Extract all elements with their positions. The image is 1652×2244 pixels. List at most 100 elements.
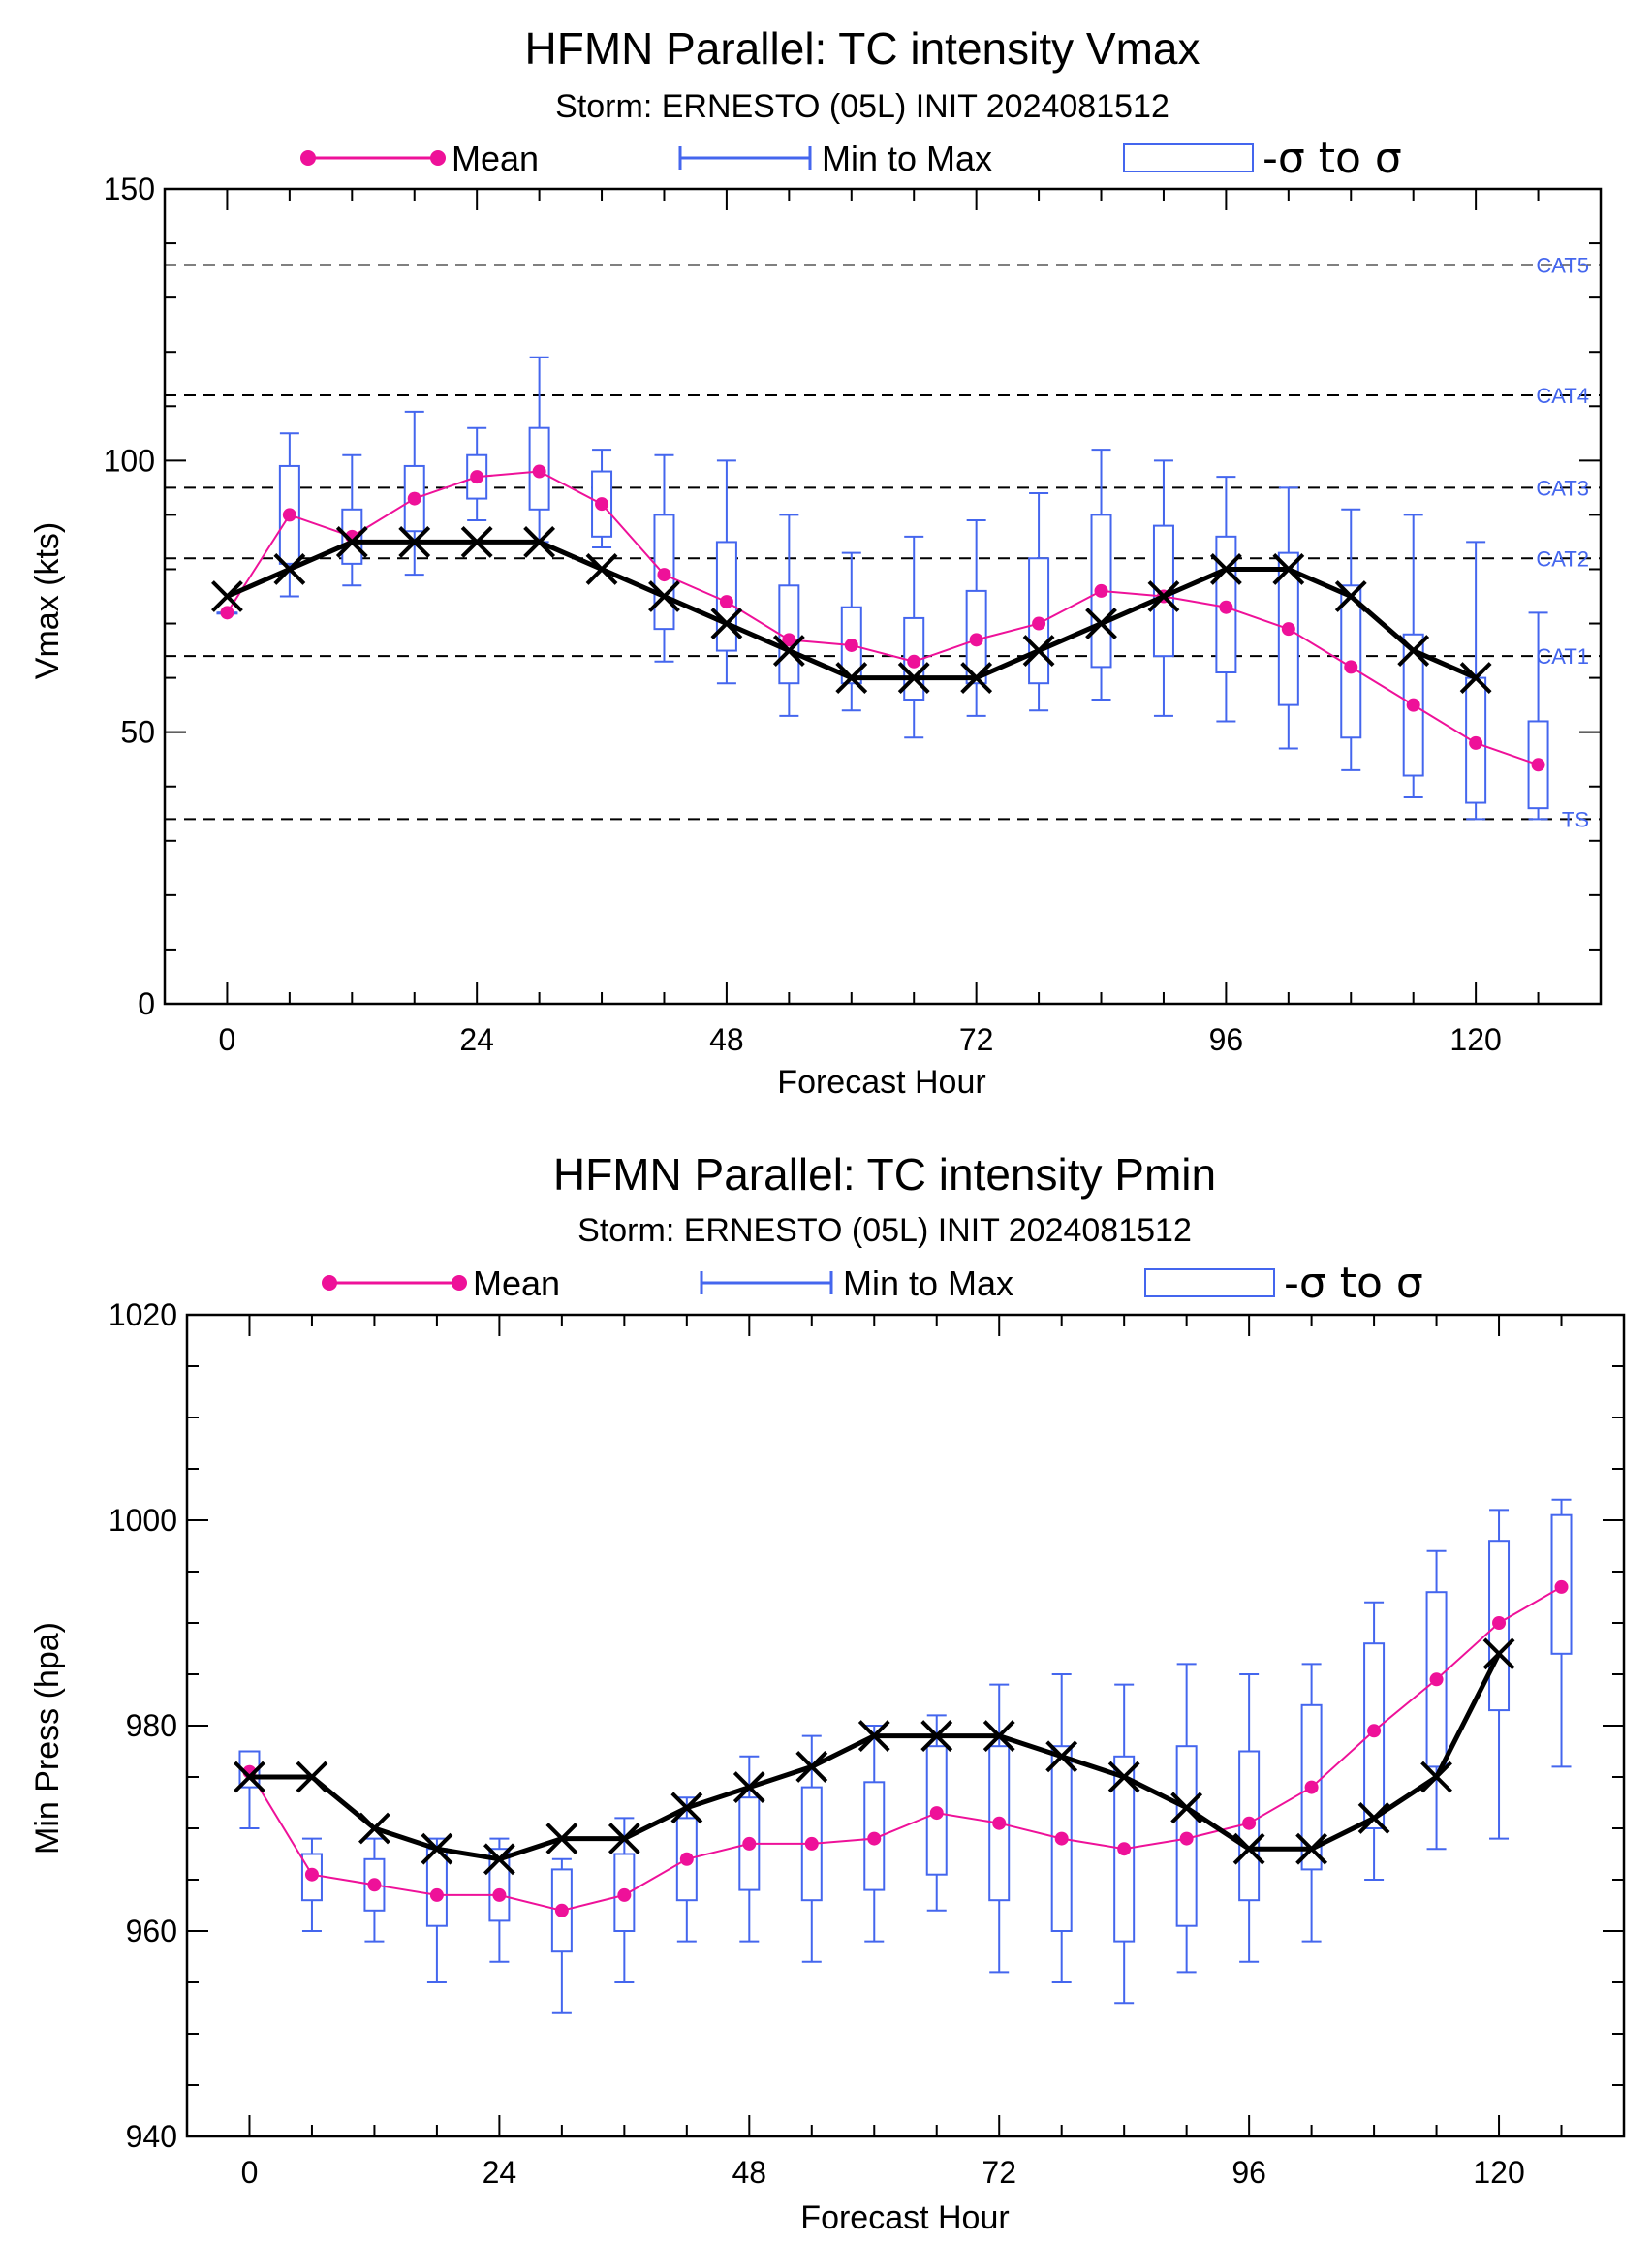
legend-mean-label: Mean bbox=[473, 1263, 560, 1303]
best-track-marker bbox=[585, 553, 618, 585]
mean-point bbox=[1054, 1831, 1069, 1846]
best-track-marker bbox=[1459, 662, 1492, 695]
mean-point bbox=[617, 1887, 632, 1902]
y-tick-label: 0 bbox=[138, 986, 155, 1021]
mean-point bbox=[1242, 1816, 1257, 1830]
legend-sigma-box bbox=[1144, 1268, 1275, 1297]
vmax-y-axis-label: Vmax (kts) bbox=[29, 522, 66, 679]
best-track-marker bbox=[273, 553, 306, 585]
x-tick-label: 120 bbox=[1473, 2155, 1524, 2190]
best-track-marker bbox=[835, 662, 868, 695]
mean-series-line bbox=[248, 1586, 1563, 1912]
best-track-marker bbox=[648, 580, 680, 612]
best-track-marker bbox=[1022, 635, 1055, 667]
y-tick-label: 940 bbox=[126, 2119, 177, 2154]
pmin-x-axis-label: Forecast Hour bbox=[800, 2199, 1009, 2236]
best-track-marker bbox=[523, 526, 556, 558]
legend-range-label: Min to Max bbox=[822, 139, 992, 178]
best-track-marker bbox=[710, 608, 743, 639]
best-track-marker bbox=[1232, 1832, 1265, 1865]
mean-point bbox=[1094, 583, 1108, 598]
pmin-chart-subtitle: Storm: ERNESTO (05L) INIT 2024081512 bbox=[577, 1212, 1192, 1249]
best-track-marker bbox=[335, 526, 368, 558]
mean-point bbox=[1367, 1724, 1382, 1738]
mean-point bbox=[804, 1836, 819, 1851]
legend-mean-marker-left bbox=[300, 150, 316, 166]
best-track-marker bbox=[421, 1832, 453, 1865]
best-track-marker bbox=[732, 1771, 765, 1804]
y-tick-label: 1000 bbox=[109, 1503, 177, 1538]
best-track-marker bbox=[1357, 1801, 1390, 1834]
best-track-marker bbox=[608, 1823, 640, 1855]
mean-point bbox=[532, 464, 546, 479]
best-track-marker bbox=[857, 1720, 890, 1753]
mean-point bbox=[929, 1806, 944, 1821]
x-tick-label: 24 bbox=[483, 2155, 517, 2190]
mean-point bbox=[554, 1903, 569, 1917]
best-track-marker bbox=[483, 1843, 515, 1876]
best-track-marker bbox=[1295, 1832, 1328, 1865]
x-tick-label: 24 bbox=[459, 1022, 494, 1057]
mean-point bbox=[1469, 735, 1483, 750]
mean-point bbox=[429, 1887, 444, 1902]
mean-point bbox=[1531, 758, 1545, 772]
best-track-marker bbox=[1397, 635, 1430, 667]
x-tick-label: 48 bbox=[709, 1022, 744, 1057]
mean-point bbox=[304, 1867, 319, 1882]
vmax-plot-area: 0 50 100 150 0 24 48 72 96 120 TS CAT1 CAT2 CAT3 CAT4 C… bbox=[104, 171, 1603, 1057]
best-track-marker bbox=[920, 1720, 953, 1753]
best-track-marker bbox=[772, 635, 805, 667]
vmax-panel: HFMN Parallel: TC intensity Vmax Storm: … bbox=[29, 23, 1603, 1101]
mean-point bbox=[969, 633, 983, 647]
best-track-marker bbox=[670, 1792, 703, 1824]
mean-point bbox=[1219, 600, 1233, 614]
x-tick-label: 120 bbox=[1449, 1022, 1501, 1057]
best-track-marker bbox=[1209, 553, 1242, 585]
mean-point bbox=[907, 654, 921, 669]
mean-point bbox=[282, 508, 296, 522]
x-tick-label: 96 bbox=[1231, 2155, 1266, 2190]
mean-point bbox=[782, 633, 796, 647]
mean-point bbox=[844, 638, 858, 652]
best-track-marker bbox=[1420, 1761, 1452, 1793]
pmin-legend: Mean Min to Max -σ to σ bbox=[322, 1259, 1423, 1308]
best-track-marker bbox=[1482, 1637, 1515, 1670]
x-tick-label: 72 bbox=[982, 2155, 1016, 2190]
mean-point bbox=[1554, 1579, 1569, 1594]
x-tick-label: 0 bbox=[241, 2155, 259, 2190]
mean-point bbox=[1406, 698, 1420, 712]
best-track-marker bbox=[1334, 580, 1367, 612]
mean-point bbox=[470, 470, 484, 484]
threshold-label-cat2: CAT2 bbox=[1536, 546, 1589, 571]
best-track-marker bbox=[358, 1812, 390, 1845]
legend-sigma-box bbox=[1123, 143, 1254, 172]
mean-point bbox=[367, 1878, 382, 1892]
y-tick-label: 100 bbox=[104, 443, 155, 478]
legend-sigma-label: -σ to σ bbox=[1262, 134, 1402, 183]
mean-point bbox=[407, 491, 421, 506]
mean-point bbox=[657, 568, 671, 582]
x-tick-label: 72 bbox=[959, 1022, 994, 1057]
y-tick-label: 980 bbox=[126, 1708, 177, 1743]
threshold-label-cat1: CAT1 bbox=[1536, 644, 1589, 669]
threshold-label-cat3: CAT3 bbox=[1536, 476, 1589, 500]
best-track-marker bbox=[982, 1720, 1015, 1753]
mean-point bbox=[1344, 660, 1358, 674]
legend-mean-marker-right bbox=[452, 1275, 467, 1291]
mean-point bbox=[719, 595, 733, 609]
y-tick-label: 50 bbox=[120, 715, 155, 750]
threshold-label-cat4: CAT4 bbox=[1536, 384, 1589, 408]
sigma-box bbox=[488, 1848, 511, 1922]
vmax-chart-subtitle: Storm: ERNESTO (05L) INIT 2024081512 bbox=[555, 88, 1169, 125]
y-tick-label: 150 bbox=[104, 171, 155, 206]
best-track-marker bbox=[897, 662, 930, 695]
best-track-marker bbox=[795, 1750, 828, 1783]
mean-series-line bbox=[226, 470, 1539, 766]
vmax-legend: Mean Min to Max -σ to σ bbox=[300, 134, 1402, 183]
legend-sigma-label: -σ to σ bbox=[1284, 1259, 1423, 1308]
best-track-marker bbox=[296, 1761, 328, 1793]
mean-point bbox=[595, 497, 609, 512]
best-track-marker bbox=[1085, 608, 1117, 639]
